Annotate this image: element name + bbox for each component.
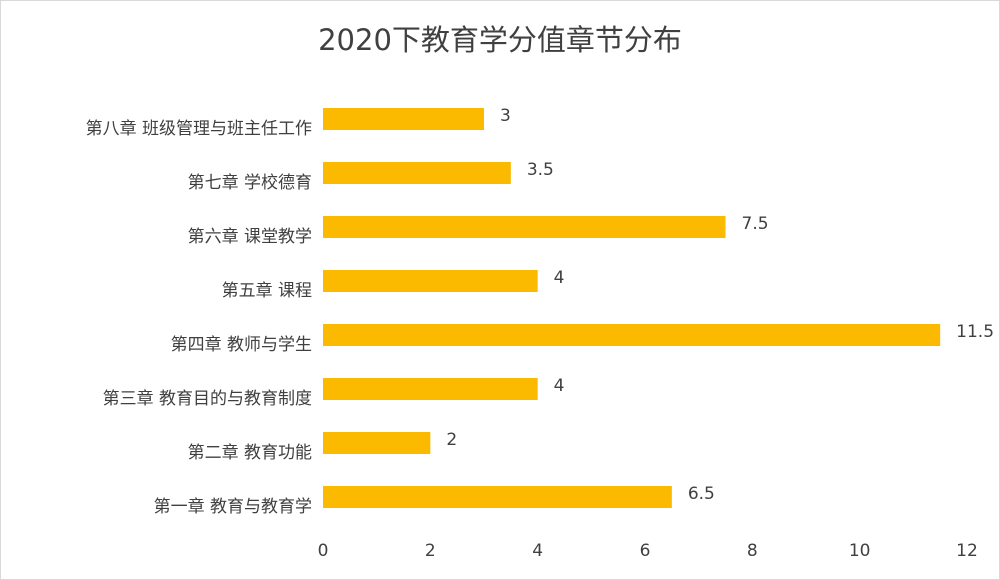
value-label: 11.5 [956,322,994,342]
value-label: 4 [554,268,565,288]
bar [323,270,538,292]
y-tick-label: 第八章 班级管理与班主任工作 [86,119,312,139]
value-label: 6.5 [688,484,715,504]
value-label: 3.5 [527,160,554,180]
x-tick-label: 4 [532,541,543,561]
x-tick-label: 0 [318,541,329,561]
value-label: 4 [554,376,565,396]
x-tick-label: 2 [425,541,436,561]
bar [323,324,941,346]
value-label: 3 [500,106,511,126]
bar [323,216,726,238]
value-label: 7.5 [742,214,769,234]
bar [323,378,538,400]
y-tick-label: 第二章 教育功能 [188,443,312,463]
y-tick-label: 第一章 教育与教育学 [154,497,312,517]
y-tick-label: 第五章 课程 [222,281,312,301]
y-tick-label: 第七章 学校德育 [188,173,312,193]
x-tick-label: 10 [849,541,871,561]
bar [323,108,484,130]
y-tick-label: 第六章 课堂教学 [188,227,312,247]
value-label: 2 [446,430,457,450]
chart-title: 2020下教育学分值章节分布 [318,23,682,57]
y-tick-label: 第四章 教师与学生 [171,335,312,355]
bar [323,162,511,184]
bar [323,432,431,454]
bar [323,486,672,508]
y-tick-label: 第三章 教育目的与教育制度 [103,389,312,409]
x-tick-label: 8 [747,541,758,561]
x-tick-label: 12 [956,541,978,561]
x-tick-label: 6 [640,541,651,561]
